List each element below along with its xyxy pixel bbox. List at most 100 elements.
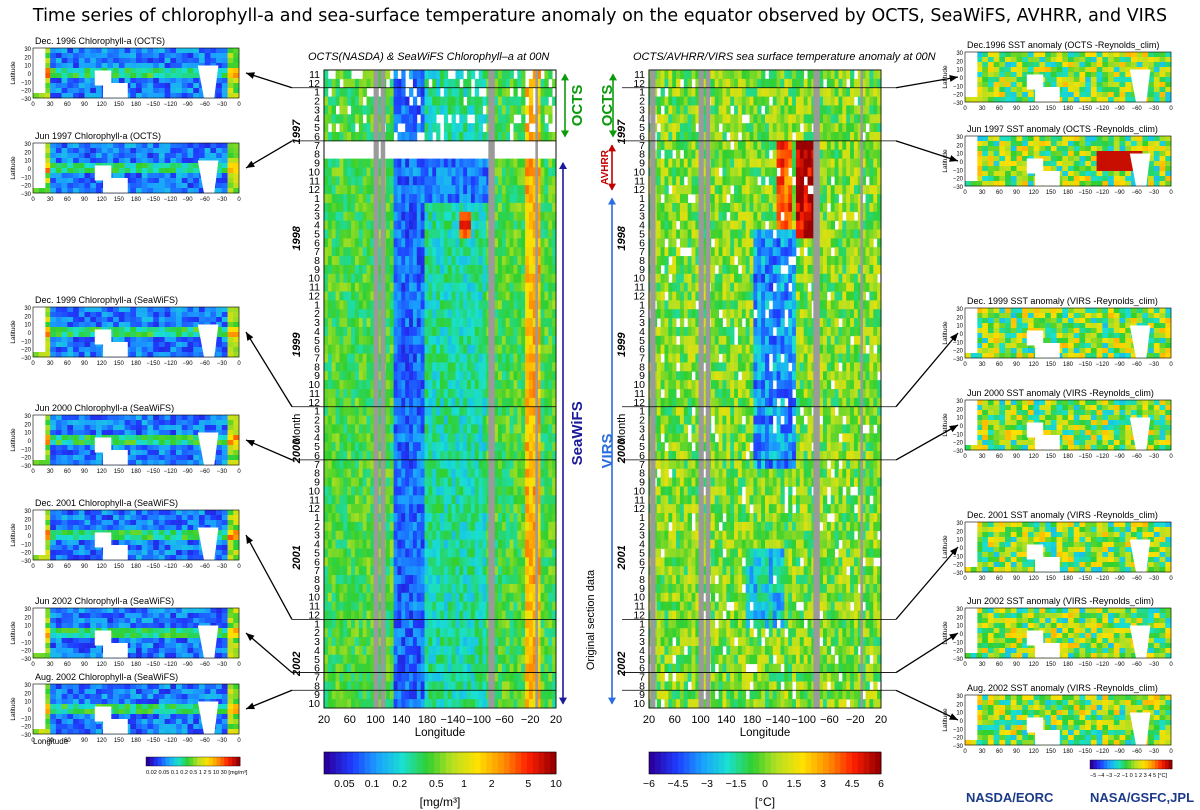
heatmap-cell	[436, 521, 441, 532]
heatmap-cell	[440, 451, 445, 461]
heatmap-cell	[505, 238, 510, 248]
heatmap-cell	[366, 185, 371, 195]
heatmap-cell	[443, 185, 449, 195]
heatmap-cell	[351, 247, 356, 257]
heatmap-cell	[544, 690, 549, 700]
heatmap-cell	[501, 654, 507, 665]
heatmap-cell	[525, 672, 530, 682]
heatmap-cell	[455, 610, 460, 620]
heatmap-cell	[830, 140, 835, 151]
heatmap-cell	[447, 663, 452, 673]
heatmap-cell	[459, 326, 464, 337]
heatmap-cell	[416, 105, 422, 115]
heatmap-cell	[366, 681, 371, 691]
heatmap-cell	[354, 513, 360, 523]
heatmap-cell	[459, 645, 464, 656]
heatmap-cell	[358, 238, 364, 248]
heatmap-cell	[327, 477, 333, 487]
heatmap-cell	[358, 78, 364, 89]
heatmap-cell	[765, 114, 770, 124]
heatmap-cell	[370, 380, 375, 390]
heatmap-cell	[447, 645, 452, 656]
heatmap-cell	[474, 557, 480, 567]
heatmap-cell	[683, 70, 689, 80]
heatmap-cell	[540, 176, 545, 186]
heatmap-cell	[362, 645, 367, 656]
heatmap-cell	[498, 300, 503, 310]
heatmap-cell	[463, 273, 468, 284]
heatmap-cell	[664, 149, 669, 160]
heatmap-cell	[467, 681, 472, 691]
heatmap-cell	[331, 477, 336, 487]
heatmap-cell	[470, 548, 476, 558]
heatmap-cell	[695, 87, 700, 97]
heatmap-cell	[807, 176, 812, 186]
heatmap-cell	[532, 681, 538, 691]
heatmap-cell	[351, 335, 356, 346]
heatmap-cell	[788, 149, 793, 160]
heatmap-cell	[478, 291, 483, 301]
heatmap-cell	[714, 70, 719, 80]
heatmap-cell	[405, 309, 410, 319]
heatmap-cell	[552, 619, 557, 629]
heatmap-cell	[544, 699, 549, 709]
heatmap-cell	[416, 397, 422, 408]
heatmap-cell	[842, 123, 847, 133]
heatmap-cell	[409, 451, 414, 461]
heatmap-cell	[795, 176, 801, 186]
heatmap-cell	[389, 389, 394, 399]
x-axis-label: Longitude	[415, 727, 466, 739]
heatmap-cell	[521, 690, 526, 700]
heatmap-cell	[807, 114, 812, 124]
heatmap-cell	[668, 114, 673, 124]
heatmap-cell	[327, 202, 333, 213]
heatmap-cell	[505, 442, 510, 452]
heatmap-cell	[358, 513, 364, 523]
heatmap-cell	[536, 344, 541, 354]
heatmap-cell	[451, 619, 456, 629]
heatmap-cell	[869, 87, 874, 97]
heatmap-cell	[440, 521, 445, 532]
heatmap-cell	[540, 105, 545, 115]
heatmap-cell	[440, 583, 445, 594]
heatmap-cell	[412, 477, 418, 487]
heatmap-cell	[780, 149, 785, 160]
heatmap-cell	[726, 123, 731, 133]
heatmap-cell	[482, 380, 487, 390]
heatmap-cell	[436, 282, 441, 292]
heatmap-cell	[509, 477, 514, 487]
heatmap-cell	[343, 690, 348, 700]
heatmap-cell	[540, 318, 545, 328]
heatmap-cell	[366, 211, 371, 222]
heatmap-cell	[436, 513, 441, 523]
heatmap-cell	[416, 318, 422, 328]
heatmap-cell	[424, 176, 429, 186]
heatmap-cell	[432, 105, 437, 115]
heatmap-cell	[470, 442, 476, 452]
heatmap-cell	[362, 672, 367, 682]
heatmap-cell	[378, 397, 383, 408]
heatmap-cell	[362, 353, 367, 363]
heatmap-cell	[509, 504, 514, 514]
heatmap-cell	[467, 451, 472, 461]
heatmap-cell	[525, 610, 530, 620]
heatmap-cell	[478, 220, 483, 230]
heatmap-cell	[528, 451, 534, 461]
heatmap-cell	[470, 699, 476, 709]
heatmap-cell	[482, 158, 487, 168]
heatmap-cell	[857, 123, 863, 133]
x-tick-label: 140	[392, 714, 410, 726]
heatmap-cell	[455, 548, 460, 558]
heatmap-cell	[544, 70, 549, 80]
month-tick-label: 3	[314, 530, 320, 542]
heatmap-cell	[347, 247, 352, 257]
heatmap-cell	[331, 96, 336, 106]
heatmap-cell	[339, 70, 344, 80]
heatmap-cell	[853, 149, 859, 160]
heatmap-cell	[401, 513, 406, 523]
heatmap-cell	[857, 167, 863, 177]
heatmap-cell	[385, 335, 391, 346]
heatmap-cell	[517, 513, 522, 523]
heatmap-cell	[393, 176, 398, 186]
heatmap-cell	[482, 353, 487, 363]
